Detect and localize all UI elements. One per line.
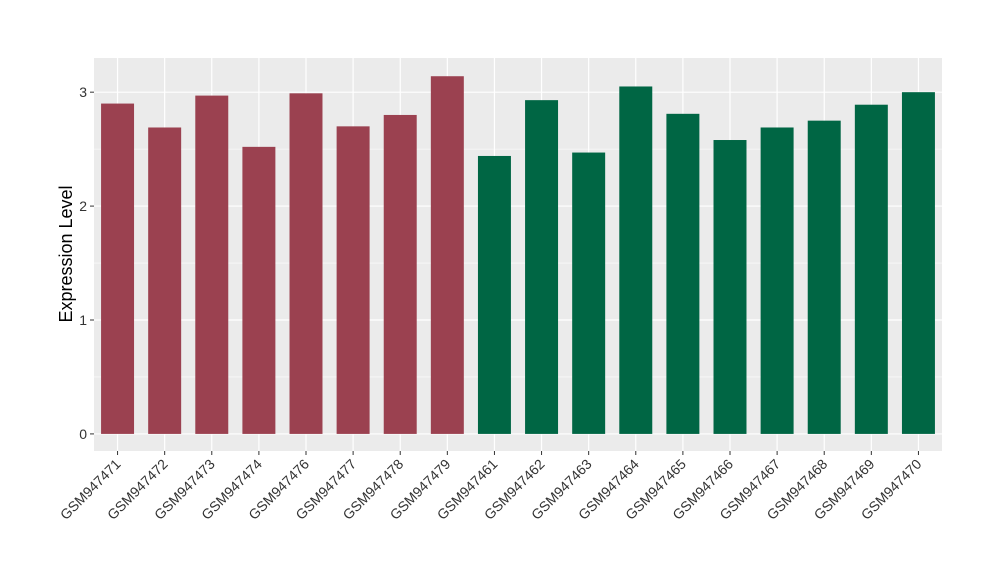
y-tick-label: 1 — [79, 312, 87, 328]
y-axis-title: Expression Level — [56, 185, 76, 322]
plot-panel — [94, 58, 942, 451]
x-axis: GSM947471GSM947472GSM947473GSM947474GSM9… — [57, 451, 925, 523]
bar-GSM947469 — [854, 104, 888, 434]
bar-GSM947467 — [760, 127, 794, 434]
bar-GSM947465 — [666, 113, 700, 434]
bar-GSM947476 — [289, 93, 323, 434]
y-tick-label: 3 — [79, 84, 87, 100]
bar-GSM947478 — [383, 114, 417, 434]
bar-GSM947477 — [336, 126, 370, 434]
bar-GSM947466 — [713, 140, 747, 434]
bar-GSM947474 — [242, 146, 276, 434]
bar-GSM947468 — [807, 120, 841, 434]
y-tick-label: 0 — [79, 426, 87, 442]
bars-group — [101, 76, 935, 434]
bar-GSM947473 — [195, 95, 229, 434]
bar-GSM947462 — [525, 100, 559, 434]
bar-GSM947461 — [477, 155, 511, 434]
bar-GSM947464 — [619, 86, 653, 434]
bar-GSM947463 — [572, 152, 606, 434]
bar-GSM947472 — [148, 127, 182, 434]
y-axis: 0 1 2 3 — [79, 84, 94, 442]
bar-GSM947471 — [101, 103, 135, 434]
bar-GSM947479 — [430, 76, 464, 434]
bar-GSM947470 — [901, 92, 935, 434]
y-tick-label: 2 — [79, 198, 87, 214]
